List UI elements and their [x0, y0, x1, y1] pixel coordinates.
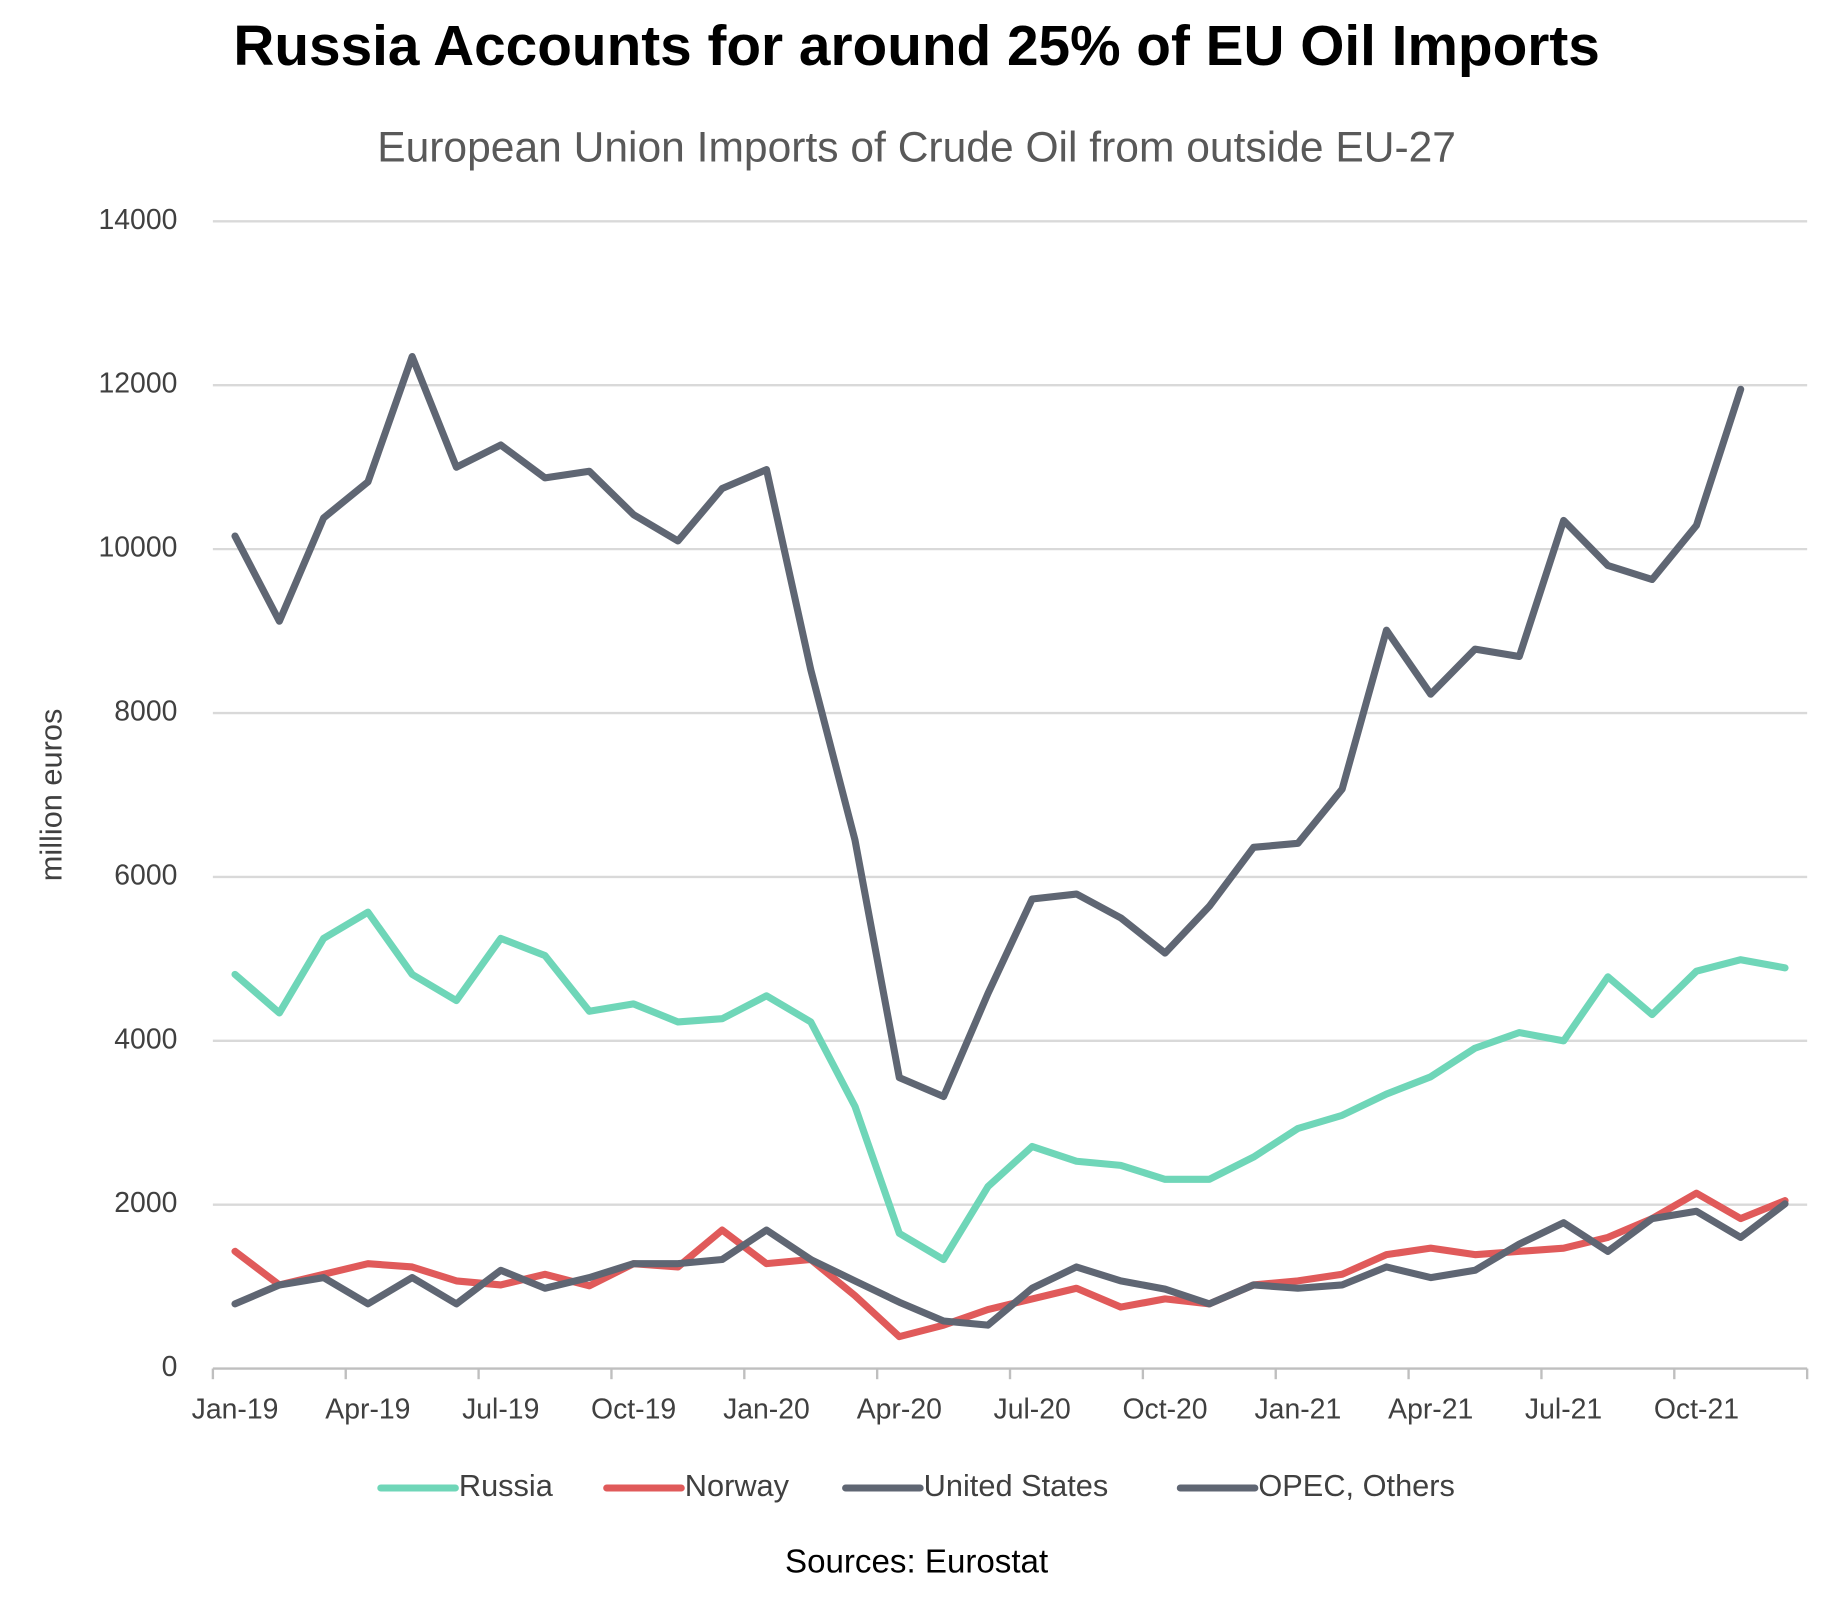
- x-tick-label: Oct-20: [1122, 1394, 1207, 1426]
- x-tick-label: Apr-20: [857, 1394, 942, 1426]
- chart-title: Russia Accounts for around 25% of EU Oil…: [233, 15, 1599, 78]
- x-tick-label: Jul-21: [1525, 1394, 1602, 1426]
- y-tick-label: 6000: [114, 859, 177, 891]
- x-tick-label: Apr-19: [325, 1394, 410, 1426]
- x-tick-label: Jul-19: [462, 1394, 539, 1426]
- x-tick-label: Oct-19: [591, 1394, 676, 1426]
- x-tick-label: Apr-21: [1388, 1394, 1473, 1426]
- x-tick-label: Jan-21: [1254, 1394, 1341, 1426]
- series-line: [231, 1200, 1789, 1329]
- chart-subtitle: European Union Imports of Crude Oil from…: [377, 124, 1456, 172]
- legend-label: OPEC, Others: [1258, 1468, 1455, 1503]
- legend-label: Russia: [459, 1468, 554, 1503]
- y-tick-label: 0: [162, 1351, 178, 1383]
- y-tick-label: 10000: [98, 532, 177, 564]
- x-tick-label: Jan-20: [723, 1394, 810, 1426]
- y-tick-label: 14000: [98, 204, 177, 236]
- series-line: [231, 908, 1789, 1264]
- y-tick-label: 12000: [98, 368, 177, 400]
- y-tick-label: 2000: [114, 1187, 177, 1219]
- legend-label: United States: [924, 1468, 1109, 1503]
- x-tick-label: Jul-20: [994, 1394, 1071, 1426]
- y-axis-label: million euros: [33, 709, 68, 882]
- y-tick-label: 4000: [114, 1023, 177, 1055]
- x-tick-label: Jan-19: [192, 1394, 279, 1426]
- series-line: [231, 352, 1745, 1101]
- source: Sources: Eurostat: [785, 1543, 1048, 1580]
- series-line: [231, 1189, 1789, 1341]
- x-tick-label: Oct-21: [1654, 1394, 1739, 1426]
- y-tick-label: 8000: [114, 696, 177, 728]
- legend-label: Norway: [685, 1468, 790, 1503]
